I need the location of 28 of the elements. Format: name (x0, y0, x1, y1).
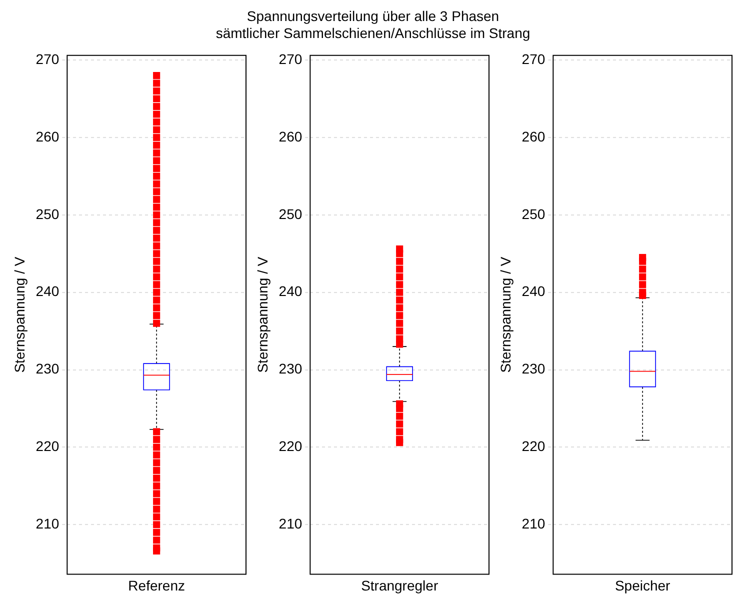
x-tick-label: Speicher (614, 577, 671, 594)
y-axis-title: Sternspannung / V (11, 256, 28, 373)
y-tick-label: 230 (522, 360, 546, 377)
y-tick-label: 240 (522, 283, 546, 300)
y-tick-label: 260 (278, 128, 302, 144)
y-tick-label: 220 (522, 438, 546, 454)
y-tick-label: 220 (278, 438, 302, 454)
x-tick-label: Referenz (128, 577, 185, 594)
y-tick-label: 250 (36, 206, 60, 222)
y-tick-label: 260 (36, 128, 60, 144)
y-tick-label: 250 (278, 206, 302, 222)
text: Spannungsverteilung über alle 3 Phasen sämtlicher Sammelschienen/Anschlüsse im Strang (214, 8, 532, 43)
y-tick-label: 240 (278, 283, 302, 300)
x-tick-label: Strangregler (361, 577, 438, 594)
y-tick-label: 220 (36, 438, 60, 454)
y-tick-label: 270 (522, 50, 546, 67)
y-tick-label: 270 (36, 50, 60, 67)
y-tick-label: 240 (36, 283, 60, 300)
y-tick-label: 210 (522, 516, 546, 532)
y-tick-label: 250 (522, 206, 546, 222)
y-tick-label: 270 (278, 50, 302, 67)
y-tick-label: 260 (522, 128, 546, 144)
y-tick-label: 210 (36, 516, 60, 532)
y-tick-label: 210 (278, 516, 302, 532)
y-axis-title: Sternspannung / V (254, 256, 270, 373)
y-tick-label: 230 (278, 360, 302, 377)
y-tick-label: 230 (36, 360, 60, 377)
y-axis-title: Sternspannung / V (497, 256, 514, 373)
